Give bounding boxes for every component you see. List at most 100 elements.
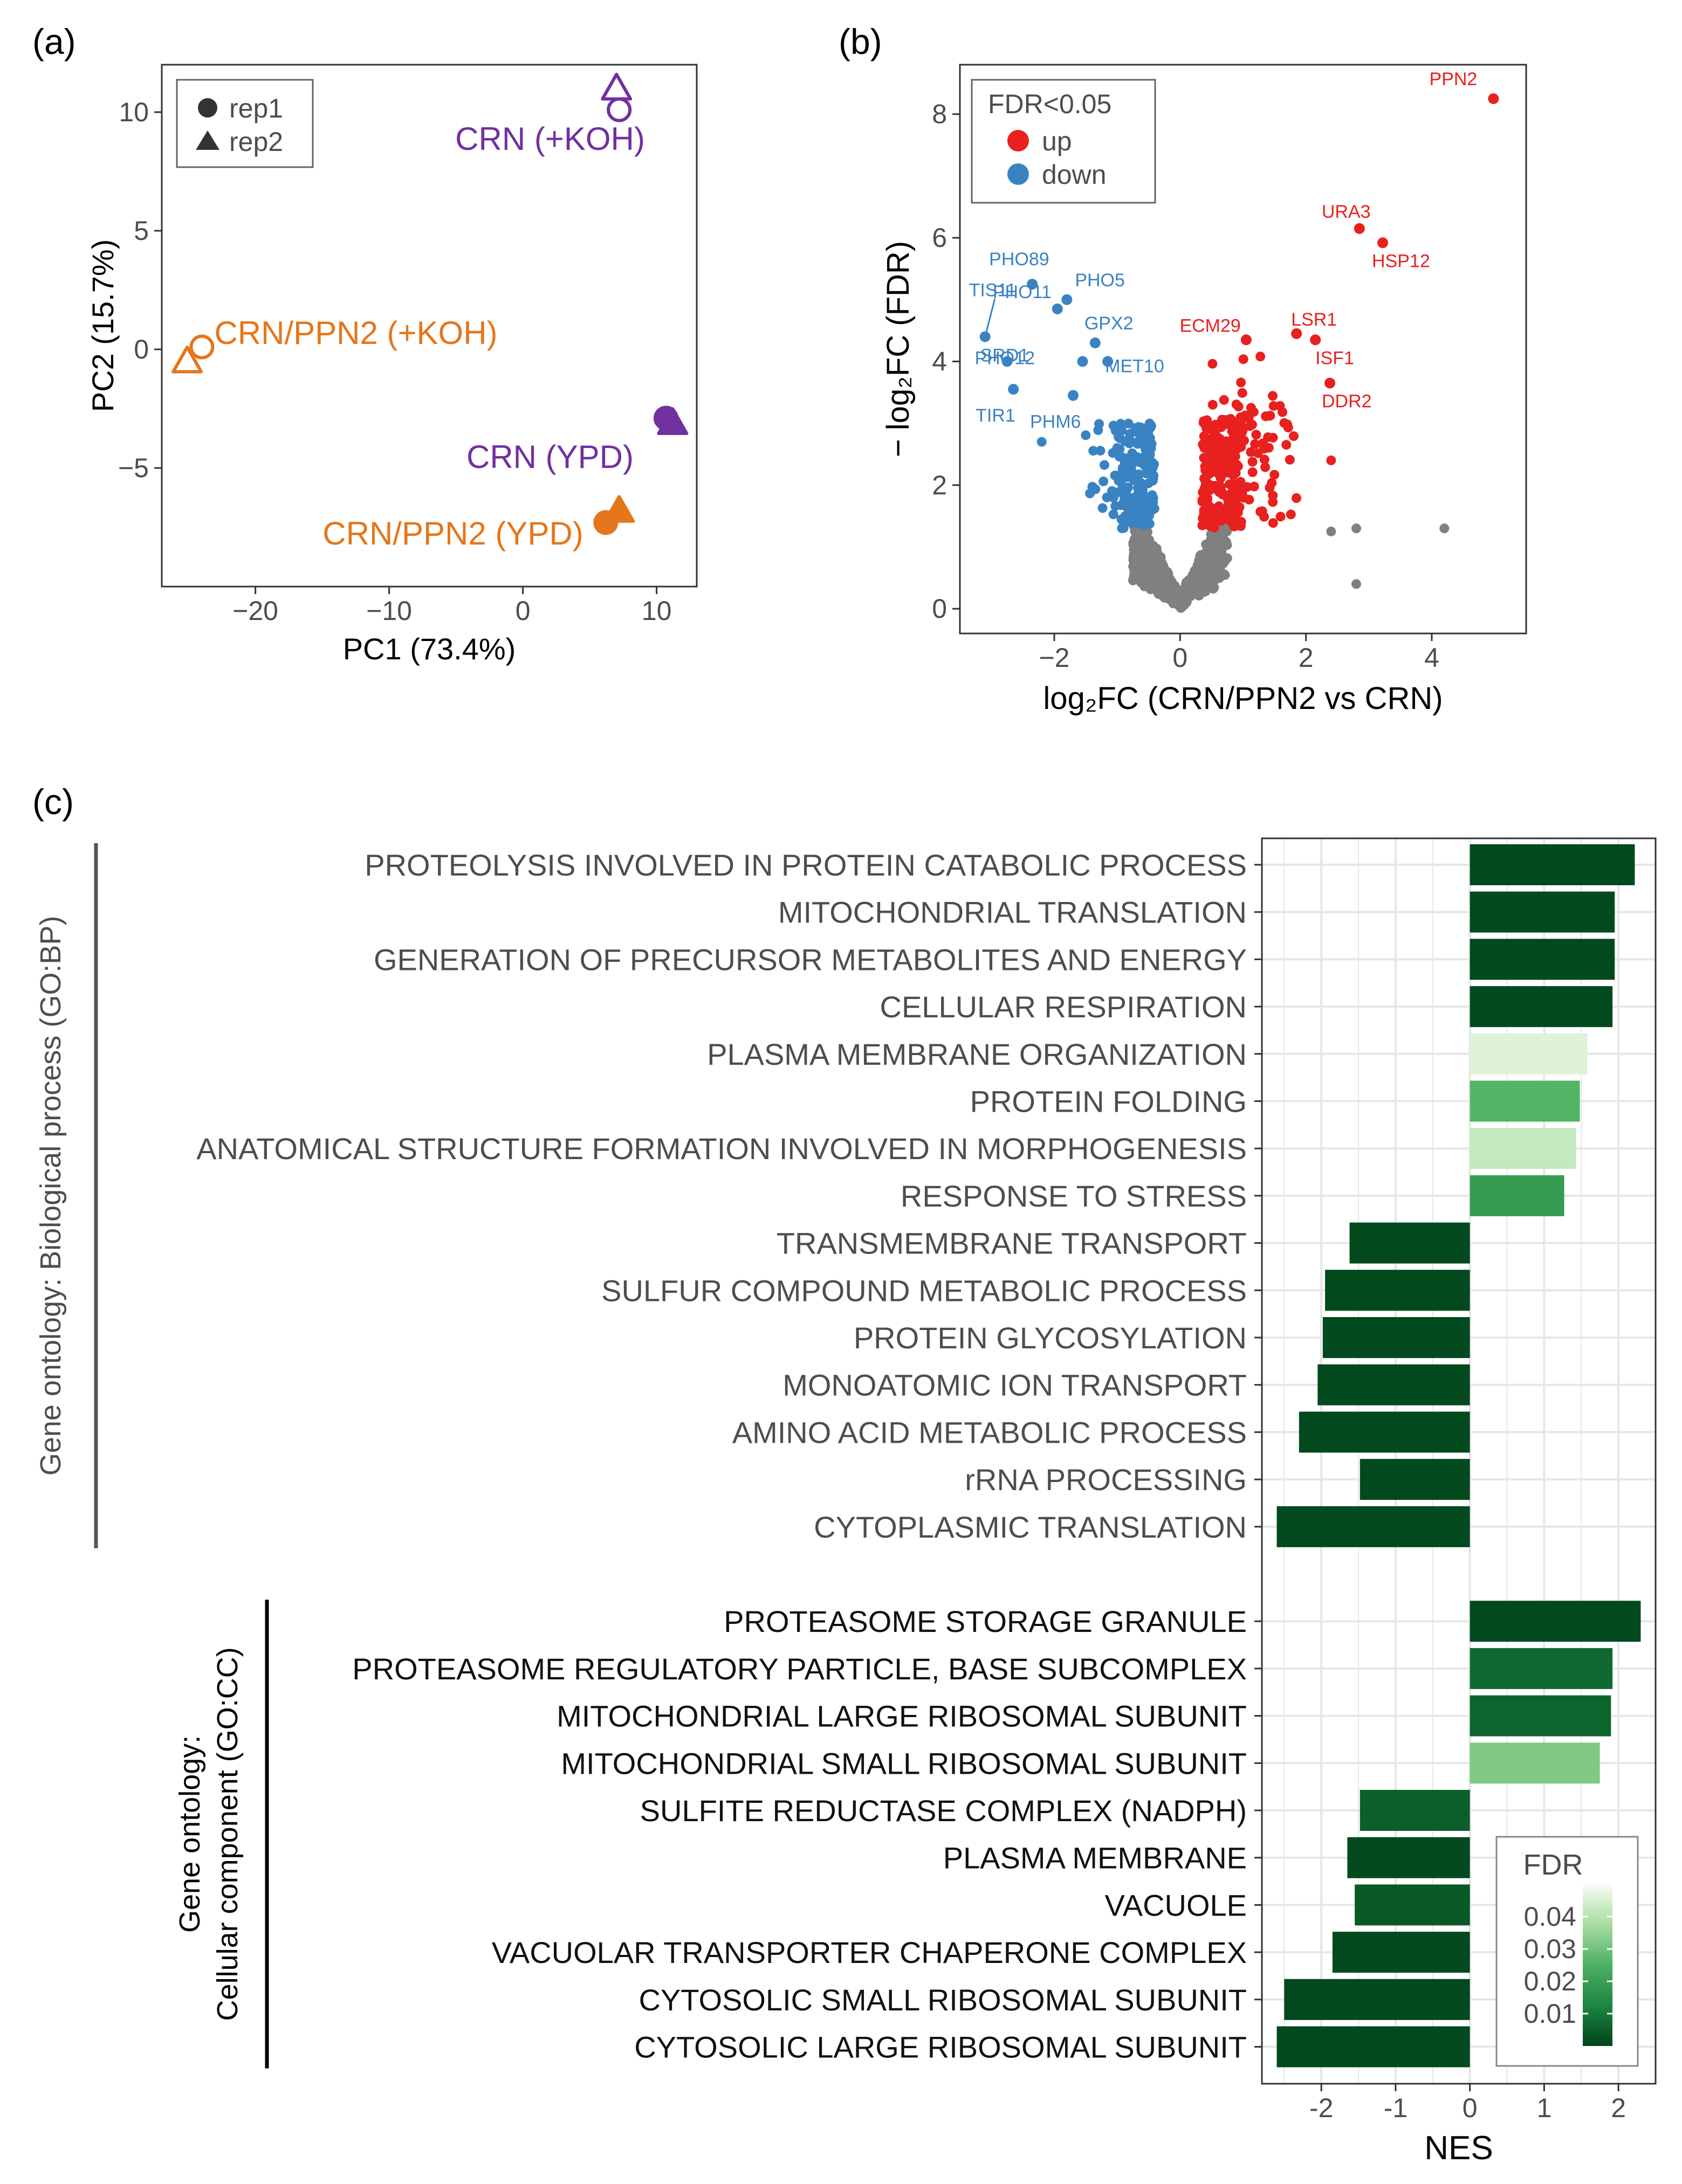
volcano-point-down <box>1142 509 1152 520</box>
volcano-point-down <box>1077 356 1088 367</box>
volcano-point-down <box>1052 303 1063 314</box>
gsea-term-label: PROTEASOME REGULATORY PARTICLE, BASE SUB… <box>352 1652 1247 1686</box>
gsea-term-label: SULFUR COMPOUND METABOLIC PROCESS <box>601 1273 1247 1307</box>
volcano-point-up <box>1324 377 1335 389</box>
volcano-point-ns <box>1136 528 1146 538</box>
gsea-term-label: CYTOPLASMIC TRANSLATION <box>814 1510 1247 1544</box>
volcano-gene-label: SRD1 <box>980 345 1029 366</box>
volcano-point-up <box>1247 419 1257 430</box>
volcano-point-up <box>1255 352 1266 362</box>
pca-points <box>171 73 689 535</box>
volcano-point-down <box>1095 445 1106 456</box>
volcano-point-down <box>1097 503 1108 513</box>
pca-y-tick-label: 0 <box>134 334 149 364</box>
volcano-point-up <box>1354 223 1365 234</box>
volcano-point-up <box>1221 504 1231 514</box>
volcano-point-down <box>1148 495 1158 506</box>
gsea-bar <box>1284 1979 1470 2020</box>
gsea-x-tick-label: -2 <box>1309 2093 1333 2123</box>
volcano-point-up <box>1204 469 1214 479</box>
volcano-y-tick-label: 4 <box>932 346 947 376</box>
volcano-point-down <box>1135 423 1145 433</box>
volcano-point-down <box>1149 504 1159 514</box>
volcano-point-up <box>1237 388 1247 398</box>
volcano-point-down <box>1149 459 1159 470</box>
volcano-point-up <box>1246 447 1256 457</box>
pca-group-label: CRN (YPD) <box>466 439 634 475</box>
volcano-point-up <box>1199 486 1210 496</box>
gsea-term-label: PLASMA MEMBRANE <box>943 1841 1247 1875</box>
volcano-point-up <box>1218 513 1228 523</box>
gsea-group-label: Gene ontology: Biological process (GO:BP… <box>35 916 67 1476</box>
colorbar-box <box>1495 1836 1639 2067</box>
volcano-point-down <box>1085 488 1095 499</box>
volcano-point-up <box>1283 423 1293 433</box>
volcano-gene-label: PPN2 <box>1430 69 1478 89</box>
volcano-point-up <box>1250 439 1260 449</box>
colorbar-tick-label: 0.01 <box>1524 1999 1576 2029</box>
gsea-bar <box>1470 986 1613 1028</box>
volcano-point-up <box>1265 483 1275 493</box>
volcano-gene-label: URA3 <box>1322 202 1371 222</box>
volcano-x-tick-label: 4 <box>1424 643 1439 673</box>
volcano-point-up <box>1246 403 1256 413</box>
pca-y-tick-label: −5 <box>118 453 149 483</box>
volcano-point-up <box>1285 454 1295 465</box>
pca-group-label: CRN (+KOH) <box>455 121 645 157</box>
gsea-term-label: MONOATOMIC ION TRANSPORT <box>782 1368 1247 1402</box>
gsea-bar <box>1470 1080 1580 1122</box>
volcano-point-down <box>1129 475 1139 485</box>
volcano-gene-label: GPX2 <box>1084 313 1134 334</box>
gsea-bar <box>1470 1175 1564 1216</box>
volcano-gene-label: PHO11 <box>993 282 1052 302</box>
volcano-point-up <box>1247 457 1258 467</box>
pca-group-label: CRN/PPN2 (YPD) <box>322 515 583 552</box>
gsea-term-label: PROTEASOME STORAGE GRANULE <box>724 1604 1247 1638</box>
volcano-gene-label: ECM29 <box>1179 315 1240 336</box>
volcano-gene-label: DDR2 <box>1322 391 1372 412</box>
volcano-point-up <box>1207 359 1218 369</box>
gsea-term-label: TRANSMEMBRANE TRANSPORT <box>777 1227 1247 1260</box>
pca-plot: −20 −10 0 10 −5 0 5 10 PC1 (73.4%) PC2 (15.7%) CR… <box>86 64 698 666</box>
volcano-point-up <box>1268 432 1278 443</box>
pca-x-tick-label: −10 <box>366 596 412 626</box>
volcano-gene-label: TIS11 <box>969 280 1017 301</box>
volcano-point-up <box>1260 462 1271 472</box>
volcano-point-down <box>1124 438 1135 449</box>
volcano-point-up <box>1310 334 1321 346</box>
gsea-group-label: Cellular component (GO:CC) <box>211 1647 244 2021</box>
pca-legend-label: rep1 <box>229 93 283 123</box>
gsea-term-label: rRNA PROCESSING <box>965 1463 1247 1497</box>
volcano-gene-label: LSR1 <box>1291 309 1337 330</box>
gsea-bar <box>1317 1364 1470 1406</box>
volcano-point-down <box>1123 418 1134 429</box>
volcano-point-ns <box>1326 526 1336 536</box>
panel-label-b: (b) <box>839 22 882 61</box>
volcano-gene-label: MET10 <box>1105 356 1164 376</box>
gsea-group-brackets: Gene ontology: Biological process (GO:BP… <box>35 843 269 2069</box>
volcano-point-up <box>1225 443 1235 453</box>
gsea-term-label: CYTOSOLIC LARGE RIBOSOMAL SUBUNIT <box>634 2030 1247 2064</box>
volcano-point-up <box>1227 435 1237 445</box>
volcano-point-down <box>1099 476 1109 486</box>
volcano-point-up <box>1235 521 1246 531</box>
volcano-point-up <box>1212 444 1223 454</box>
gsea-term-label: MITOCHONDRIAL SMALL RIBOSOMAL SUBUNIT <box>561 1746 1247 1780</box>
pca-legend-box <box>176 79 314 168</box>
volcano-point-down <box>1093 425 1103 435</box>
volcano-point-down <box>1113 421 1123 431</box>
volcano-point-down <box>1122 512 1132 522</box>
volcano-legend: FDR<0.05 up down <box>971 79 1156 204</box>
volcano-point-ns <box>1195 556 1205 567</box>
volcano-point-ns <box>1220 554 1231 564</box>
volcano-point-up <box>1326 455 1336 465</box>
volcano-leader-line <box>984 299 996 337</box>
volcano-point-down <box>1143 428 1154 438</box>
volcano-point-up <box>1288 431 1299 441</box>
panel-label-a: (a) <box>32 22 76 61</box>
volcano-point-down <box>1141 458 1151 469</box>
panel-label-c: (c) <box>32 782 74 822</box>
pca-point-circle <box>189 334 215 360</box>
volcano-point-down <box>1115 433 1125 444</box>
volcano-gene-label: PHO12 <box>975 348 1035 368</box>
